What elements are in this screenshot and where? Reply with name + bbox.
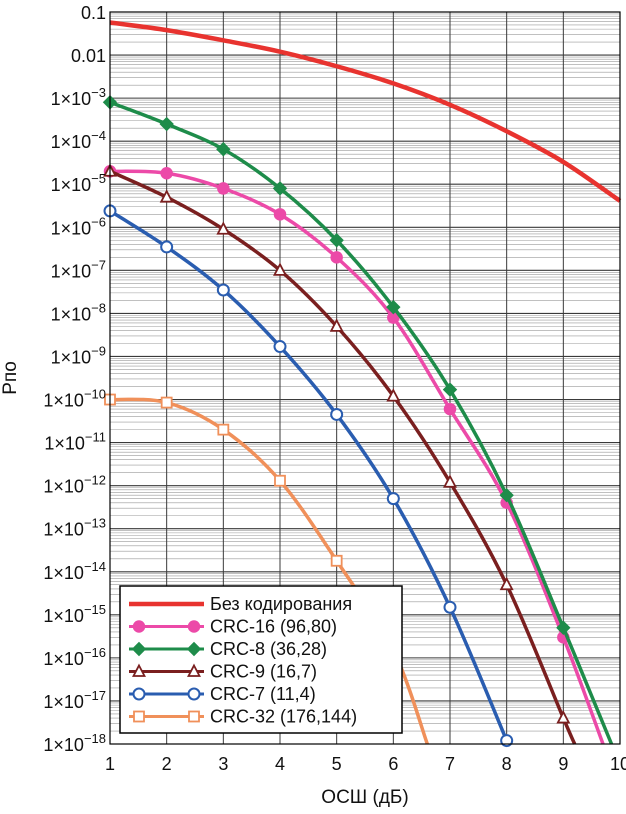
data-point	[217, 423, 230, 436]
legend-box	[119, 585, 403, 734]
data-point	[443, 474, 457, 488]
y-tick-label: 1×10−6	[51, 214, 106, 238]
y-tick-label: 0.01	[71, 46, 106, 66]
data-point	[499, 576, 514, 591]
y-tick-label: 1×10−7	[51, 257, 106, 281]
data-point	[187, 687, 201, 701]
series-line	[109, 169, 577, 745]
data-point	[217, 182, 230, 195]
y-tick-label: 1×10−4	[51, 128, 106, 152]
y-tick-label: 1×10−9	[51, 343, 106, 367]
y-tick-label: 0.1	[81, 3, 106, 23]
data-point	[274, 474, 286, 487]
series-2	[102, 95, 614, 745]
x-tick-label: 7	[445, 754, 455, 774]
y-tick-label: 1×10−8	[51, 300, 106, 324]
x-tick-label: 3	[218, 754, 228, 774]
y-tick-label: 1×10−16	[43, 645, 106, 669]
data-point	[273, 208, 287, 221]
x-tick-label: 9	[558, 754, 568, 774]
y-tick-label: 1×10−18	[43, 731, 106, 755]
y-ticks: 0.1 0.01 1×10−3 1×10−4 1×10−5 1×10−6 1×10−7 1×1…	[43, 3, 106, 755]
legend-label: CRC-7 (11,4)	[210, 684, 316, 704]
data-point	[186, 641, 202, 657]
legend-label: CRC-32 (176,144)	[210, 707, 357, 727]
data-point	[443, 402, 457, 416]
data-point	[187, 620, 201, 633]
legend-label: CRC-9 (16,7)	[210, 662, 317, 682]
data-point	[187, 663, 201, 677]
legend-label: CRC-16 (96,80)	[210, 617, 337, 637]
x-axis-label: ОСШ (дБ)	[321, 787, 408, 808]
y-tick-label: 1×10−15	[43, 602, 106, 626]
data-point	[386, 492, 400, 506]
data-point	[272, 181, 288, 196]
data-point	[442, 382, 458, 397]
data-point	[386, 299, 401, 315]
data-point	[330, 407, 344, 421]
data-point	[273, 340, 287, 354]
data-point	[133, 710, 145, 723]
x-tick-label: 6	[388, 754, 398, 774]
y-tick-label: 1×10−12	[43, 473, 106, 497]
data-point	[329, 233, 344, 248]
data-point	[216, 142, 231, 157]
series-line	[109, 20, 622, 203]
y-tick-label: 1×10−3	[51, 85, 106, 109]
series-4	[103, 204, 514, 748]
x-tick-label: 8	[502, 754, 512, 774]
data-point	[330, 554, 343, 567]
y-tick-label: 1×10−13	[43, 516, 106, 540]
y-tick-label: 1×10−17	[43, 688, 106, 712]
x-ticks: 1 2 3 4 5 6 7 8 9 10	[105, 754, 626, 774]
y-tick-label: 1×10−10	[43, 387, 106, 411]
data-point	[386, 388, 401, 402]
data-point	[216, 283, 230, 297]
data-point	[160, 166, 173, 180]
y-tick-label: 1×10−14	[43, 559, 106, 583]
y-axis-label: Рпо	[0, 361, 21, 395]
x-tick-label: 1	[105, 754, 115, 774]
series-3	[103, 163, 577, 745]
data-point	[500, 734, 514, 748]
series-layer	[102, 20, 622, 748]
data-point	[499, 487, 514, 503]
data-point	[556, 710, 571, 724]
data-point	[188, 710, 200, 723]
data-point	[131, 641, 147, 657]
data-point	[329, 318, 344, 332]
x-tick-label: 10	[610, 754, 626, 774]
plot-frame	[109, 11, 621, 745]
y-tick-label: 1×10−11	[44, 430, 106, 454]
series-0	[109, 20, 622, 203]
data-point	[273, 262, 287, 276]
data-point	[160, 240, 174, 254]
data-point	[132, 687, 146, 701]
data-point	[160, 396, 173, 409]
x-tick-label: 5	[332, 754, 342, 774]
x-tick-label: 2	[162, 754, 172, 774]
data-point	[330, 251, 343, 264]
data-point	[443, 600, 457, 614]
data-point	[159, 116, 174, 132]
y-tick-label: 1×10−5	[51, 171, 106, 195]
legend-label: Без кодирования	[210, 594, 352, 614]
data-point	[159, 189, 174, 203]
data-point	[132, 620, 146, 633]
legend-label: CRC-8 (36,28)	[210, 639, 327, 659]
data-point	[556, 620, 571, 635]
data-point	[132, 663, 146, 677]
data-point	[216, 221, 231, 235]
legend: Без кодирования CRC-16 (96,80)CRC-8 (36,2…	[119, 585, 403, 734]
x-tick-label: 4	[275, 754, 285, 774]
